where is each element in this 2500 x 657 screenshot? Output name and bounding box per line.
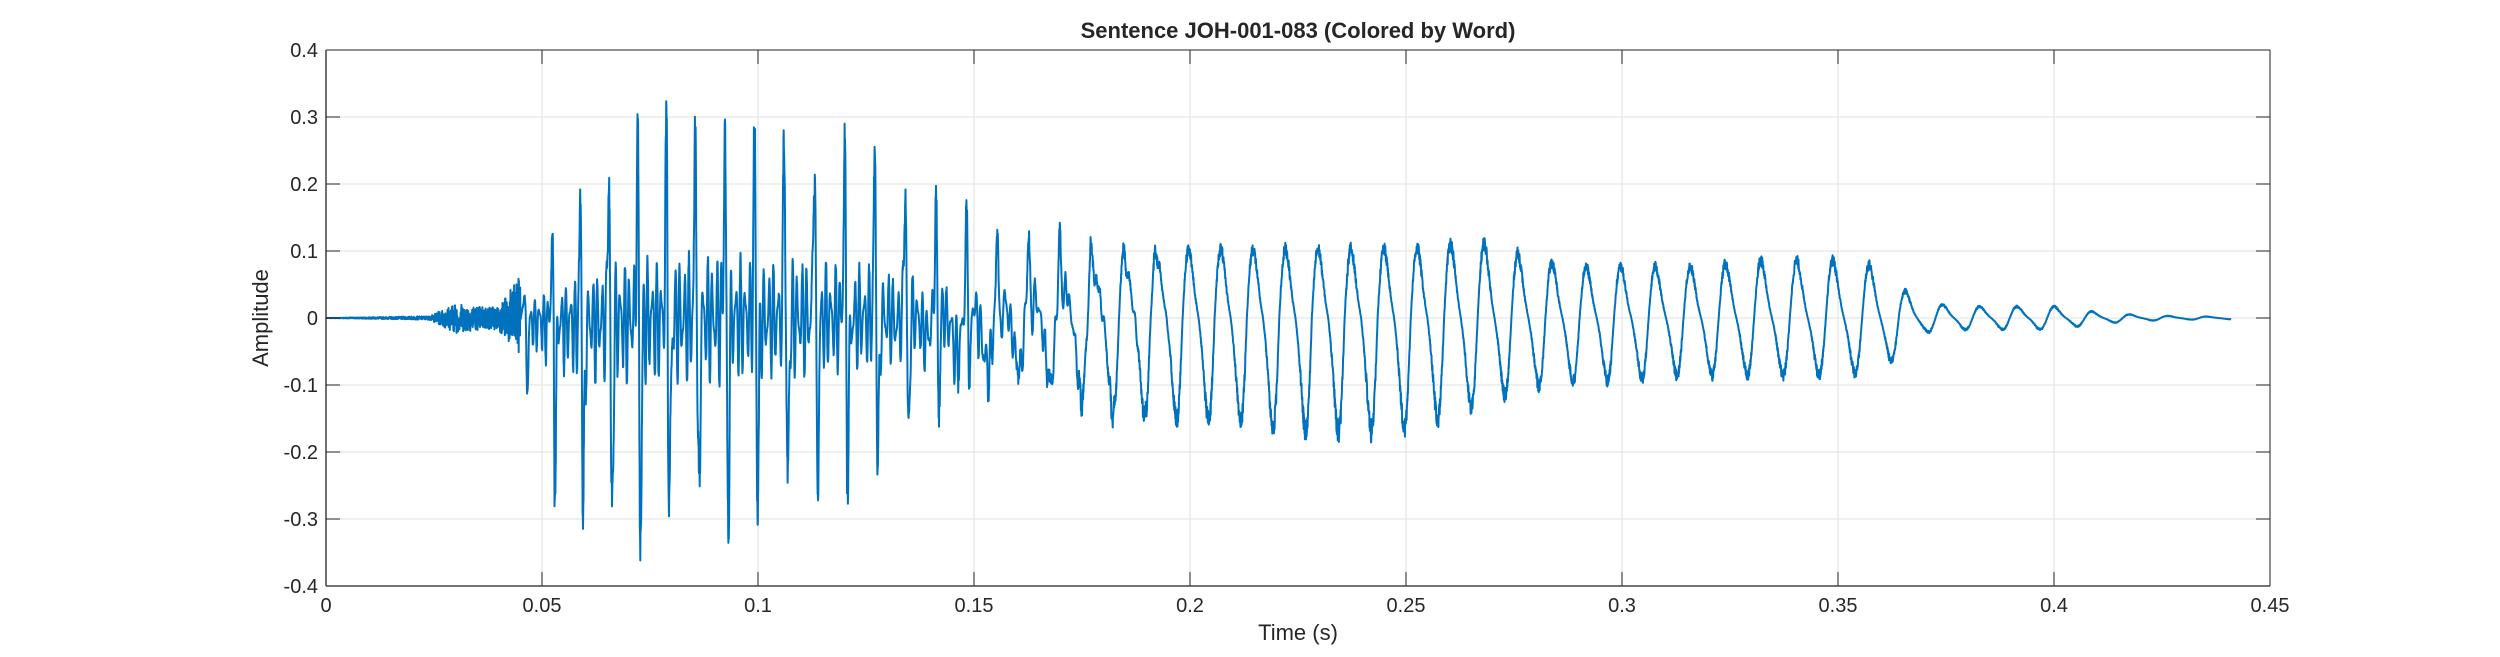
x-tick-label: 0 <box>320 595 331 617</box>
x-tick-label: 0.25 <box>1387 595 1426 617</box>
y-tick-label: -0.1 <box>284 375 318 397</box>
y-axis-label: Amplitude <box>248 269 273 367</box>
y-tick-label: 0.2 <box>290 174 318 196</box>
x-tick-label: 0.35 <box>1819 595 1858 617</box>
x-tick-label: 0.1 <box>744 595 772 617</box>
y-tick-label: -0.3 <box>284 509 318 531</box>
y-tick-label: 0.1 <box>290 241 318 263</box>
x-axis-label: Time (s) <box>1258 620 1338 645</box>
y-tick-label: -0.4 <box>284 576 318 598</box>
waveform-line <box>325 100 2232 562</box>
chart-title: Sentence JOH-001-083 (Colored by Word) <box>1081 18 1516 43</box>
x-tick-label: 0.3 <box>1608 595 1636 617</box>
y-axis: -0.4 -0.3 -0.2 -0.1 0 0.1 0.2 0.3 0.4 <box>284 40 2270 598</box>
x-tick-label: 0.05 <box>523 595 562 617</box>
y-tick-label: 0.3 <box>290 107 318 129</box>
x-axis: 0 0.05 0.1 0.15 0.2 0.25 0.3 0.35 0.4 0.45 <box>320 50 2289 617</box>
x-tick-label: 0.45 <box>2251 595 2290 617</box>
y-tick-label: 0 <box>307 308 318 330</box>
y-tick-label: -0.2 <box>284 442 318 464</box>
x-tick-label: 0.2 <box>1176 595 1204 617</box>
series-layer <box>325 100 2232 562</box>
x-tick-label: 0.4 <box>2040 595 2068 617</box>
y-tick-label: 0.4 <box>290 40 318 62</box>
x-tick-label: 0.15 <box>955 595 994 617</box>
